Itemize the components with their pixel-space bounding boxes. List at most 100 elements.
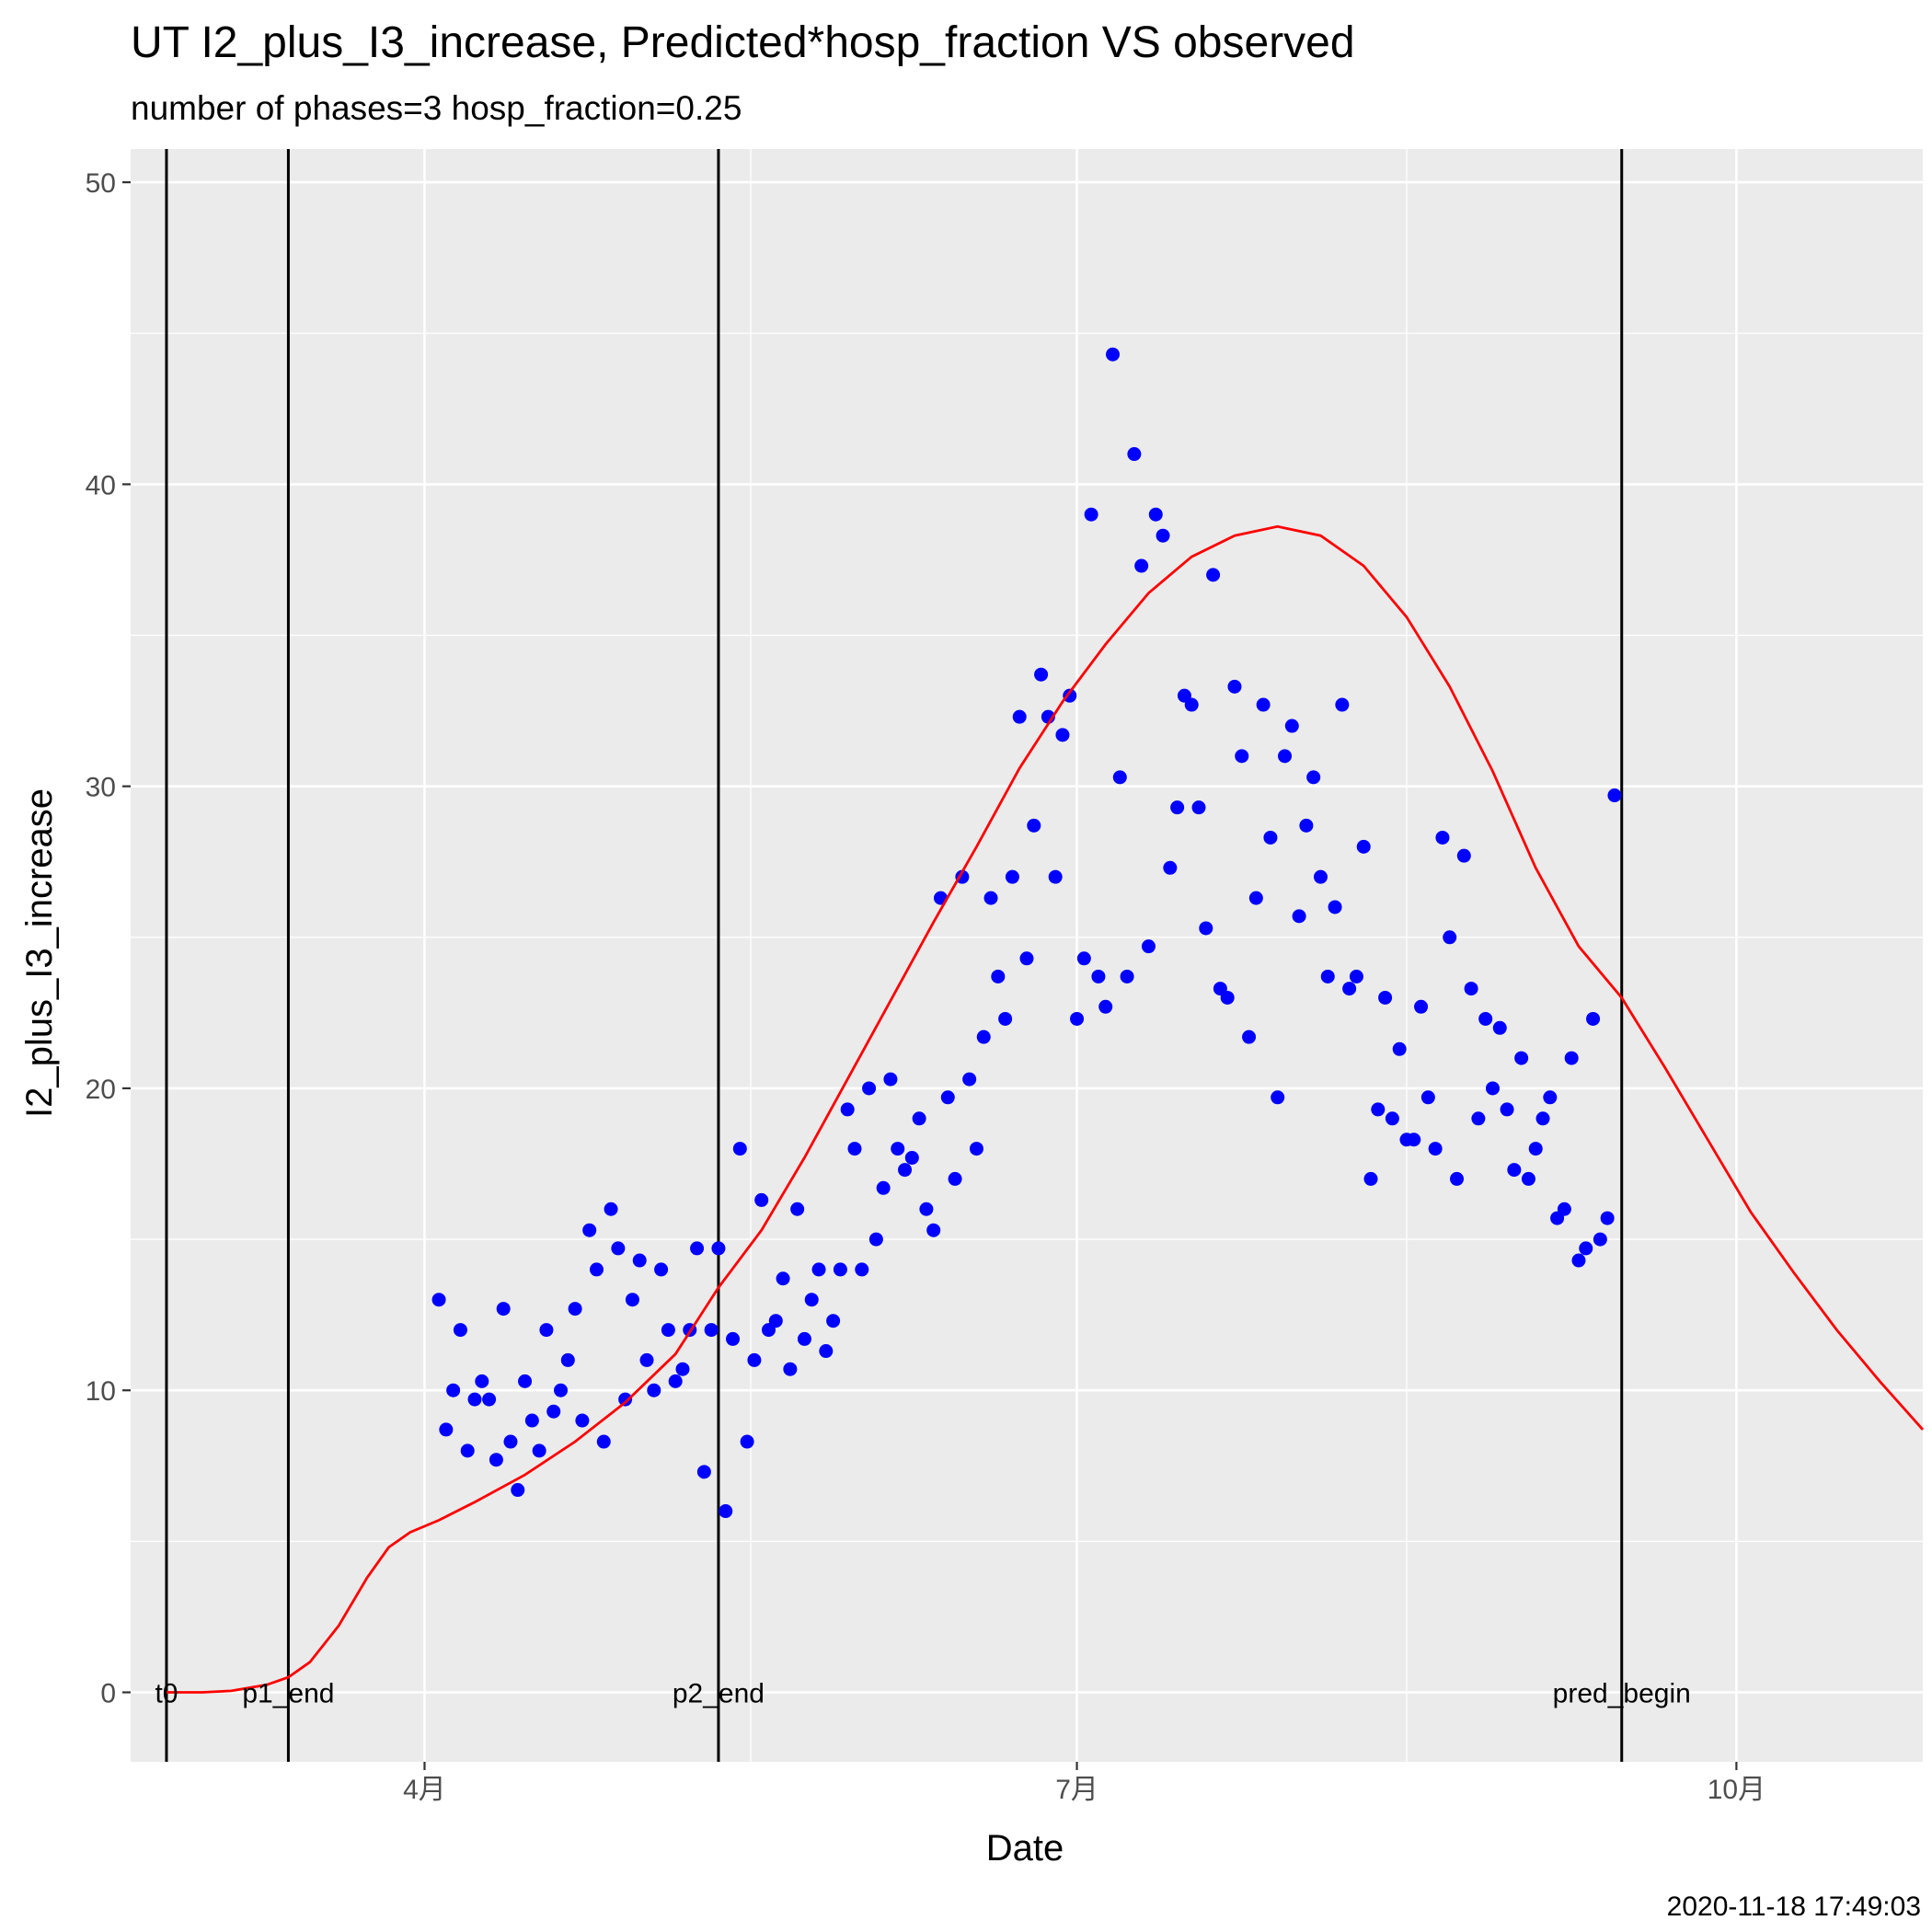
- observed-point: [1435, 830, 1450, 845]
- observed-point: [1012, 709, 1027, 724]
- observed-point: [1170, 800, 1185, 815]
- observed-point: [876, 1180, 891, 1195]
- observed-point: [1428, 1142, 1443, 1156]
- observed-point: [1607, 788, 1622, 803]
- observed-point: [819, 1344, 834, 1359]
- observed-point: [446, 1383, 461, 1397]
- observed-point: [719, 1504, 733, 1519]
- observed-point: [1076, 951, 1091, 966]
- observed-point: [589, 1262, 604, 1277]
- grid-minor: [131, 149, 1923, 1762]
- observed-point: [1242, 1029, 1257, 1044]
- observed-point: [1019, 951, 1034, 966]
- observed-point: [431, 1293, 446, 1307]
- phase-label: pred_begin: [1553, 1678, 1691, 1708]
- x-tick-label: 7月: [1055, 1775, 1098, 1805]
- observed-point: [1048, 869, 1063, 884]
- observed-point: [618, 1392, 633, 1407]
- observed-point: [575, 1413, 590, 1428]
- observed-point: [704, 1323, 719, 1338]
- observed-point: [1593, 1232, 1607, 1247]
- phase-label: p2_end: [673, 1678, 765, 1708]
- observed-point: [596, 1434, 611, 1449]
- observed-point: [1507, 1163, 1522, 1178]
- predicted-line: [167, 524, 1925, 1694]
- observed-point: [1579, 1241, 1593, 1256]
- observed-point: [1263, 830, 1278, 845]
- chart-subtitle: number of phases=3 hosp_fraction=0.25: [131, 89, 742, 127]
- observed-point: [1456, 848, 1471, 863]
- observed-point: [532, 1443, 546, 1458]
- observed-point: [467, 1392, 482, 1407]
- observed-point: [1292, 909, 1306, 924]
- observed-point: [1492, 1020, 1507, 1035]
- observed-point: [1134, 558, 1149, 573]
- observed-point: [1163, 860, 1178, 875]
- observed-point: [754, 1192, 769, 1207]
- observed-point: [1535, 1111, 1550, 1126]
- observed-point: [783, 1362, 798, 1376]
- observed-point: [625, 1293, 639, 1307]
- grid-major: [131, 149, 1923, 1762]
- observed-point: [582, 1223, 597, 1237]
- observed-point: [604, 1202, 618, 1216]
- observed-point: [503, 1434, 518, 1449]
- observed-point: [1543, 1090, 1558, 1105]
- observed-point: [969, 1142, 983, 1156]
- observed-point: [1098, 999, 1113, 1014]
- observed-point: [1034, 667, 1049, 682]
- observed-point: [661, 1323, 675, 1338]
- observed-point: [1127, 447, 1142, 462]
- x-axis: 4月 7月 10月: [403, 1762, 1765, 1805]
- observed-point: [696, 1465, 711, 1479]
- phase-lines: [165, 149, 1624, 1762]
- observed-point: [1356, 839, 1371, 854]
- observed-point: [1027, 818, 1041, 833]
- observed-point: [668, 1374, 683, 1388]
- observed-point: [1055, 728, 1070, 742]
- observed-point: [883, 1072, 898, 1087]
- observed-point: [1363, 1171, 1378, 1186]
- observed-point: [855, 1262, 869, 1277]
- observed-point: [560, 1352, 575, 1367]
- observed-point: [1335, 697, 1350, 712]
- observed-point: [518, 1374, 533, 1388]
- observed-point: [790, 1202, 805, 1216]
- observed-point: [1450, 1171, 1465, 1186]
- observed-point: [690, 1241, 705, 1256]
- y-tick-label: 30: [86, 773, 116, 803]
- observed-point: [804, 1293, 819, 1307]
- y-tick-label: 0: [100, 1678, 116, 1708]
- observed-point: [1256, 697, 1271, 712]
- observed-point: [1564, 1051, 1579, 1065]
- observed-point: [524, 1413, 539, 1428]
- y-tick-label: 10: [86, 1376, 116, 1407]
- observed-point: [1528, 1142, 1543, 1156]
- x-tick-label: 10月: [1708, 1775, 1765, 1805]
- observed-point: [904, 1150, 919, 1165]
- observed-point: [797, 1331, 811, 1346]
- observed-point: [919, 1202, 934, 1216]
- observed-point: [1443, 930, 1457, 945]
- observed-point: [1206, 568, 1221, 582]
- observed-point: [1070, 1011, 1085, 1026]
- observed-point: [868, 1232, 883, 1247]
- observed-point: [1485, 1081, 1500, 1096]
- observed-point: [1084, 507, 1098, 522]
- observed-point: [740, 1434, 754, 1449]
- observed-point: [726, 1331, 741, 1346]
- observed-point: [439, 1422, 454, 1437]
- observed-point: [654, 1262, 669, 1277]
- observed-point: [546, 1404, 561, 1419]
- observed-points: [431, 347, 1622, 1519]
- observed-point: [1342, 982, 1357, 996]
- observed-point: [1320, 969, 1335, 983]
- observed-point: [1521, 1171, 1535, 1186]
- observed-point: [554, 1383, 569, 1397]
- observed-point: [453, 1323, 467, 1338]
- observed-point: [1106, 347, 1121, 362]
- observed-point: [1464, 982, 1478, 996]
- observed-point: [1220, 990, 1235, 1005]
- observed-point: [675, 1362, 690, 1376]
